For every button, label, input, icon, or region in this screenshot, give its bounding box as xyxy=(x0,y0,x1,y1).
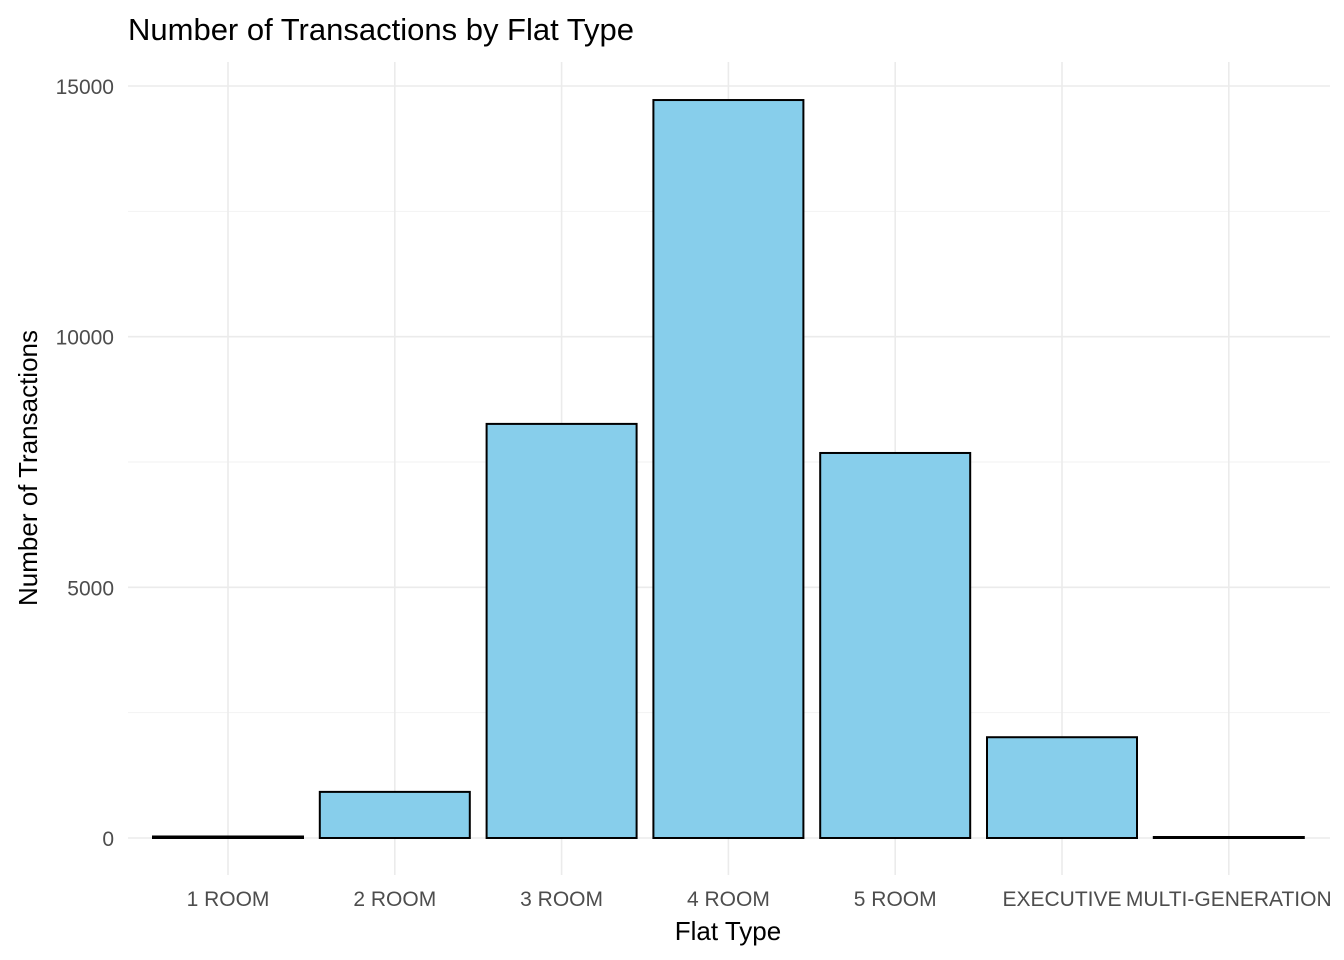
bars xyxy=(152,99,1305,839)
x-tick-label: 2 ROOM xyxy=(353,888,436,911)
y-tick-label: 0 xyxy=(102,828,114,851)
y-tick-label: 5000 xyxy=(67,577,114,600)
y-tick-label: 10000 xyxy=(56,327,114,350)
x-tick-label: 1 ROOM xyxy=(187,888,270,911)
x-tick-labels: 1 ROOM 2 ROOM 3 ROOM 4 ROOM 5 ROOM EXECUTIVE M… xyxy=(187,888,1332,911)
x-tick-label: 5 ROOM xyxy=(854,888,937,911)
x-axis-title: Flat Type xyxy=(675,916,781,946)
x-tick-label: 3 ROOM xyxy=(520,888,603,911)
y-tick-labels: 0 5000 10000 15000 xyxy=(56,76,114,851)
bar-executive xyxy=(986,736,1138,839)
bar-2-room xyxy=(318,790,471,839)
bar-4-room xyxy=(652,99,805,839)
y-tick-label: 15000 xyxy=(56,76,114,99)
x-tick-label: EXECUTIVE xyxy=(1002,888,1121,911)
bar-3-room xyxy=(485,422,638,839)
y-axis-title: Number of Transactions xyxy=(13,330,43,606)
x-tick-label: MULTI-GENERATION xyxy=(1126,888,1332,911)
x-tick-label: 4 ROOM xyxy=(687,888,770,911)
bar-5-room xyxy=(819,451,972,839)
bar-1-room xyxy=(152,835,304,839)
chart-title: Number of Transactions by Flat Type xyxy=(128,12,634,47)
bar-multi-generation xyxy=(1152,835,1305,839)
